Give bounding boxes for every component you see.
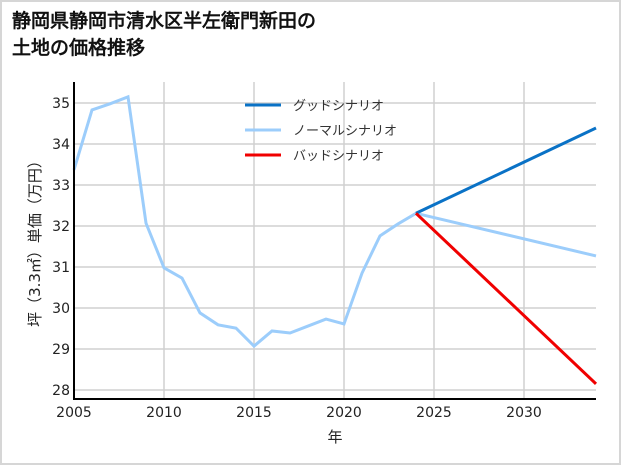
y-tick-label: 28: [52, 383, 70, 399]
axes: [73, 82, 596, 400]
series-lines: [72, 94, 598, 385]
series-line: [415, 126, 597, 215]
y-tick-label: 30: [52, 301, 70, 317]
x-axis-label: 年: [327, 428, 342, 446]
tick-labels: 28 29 30 31 32 33 34 35 2005 2010 2015 2020 2025 2030: [52, 96, 542, 421]
y-tick-label: 31: [52, 260, 70, 276]
series-line: [414, 212, 598, 385]
y-tick-label: 33: [52, 178, 70, 194]
y-tick-label: 29: [52, 342, 70, 358]
x-tick-label: 2005: [56, 405, 92, 421]
series-line: [72, 94, 597, 349]
chart-title-line2: 土地の価格推移: [12, 37, 146, 59]
chart-title-line1: 静岡県静岡市清水区半左衛門新田の: [12, 10, 317, 32]
legend-label: ノーマルシナリオ: [293, 124, 397, 139]
x-tick-label: 2020: [326, 405, 362, 421]
y-tick-label: 35: [52, 96, 70, 112]
legend-label: グッドシナリオ: [293, 99, 384, 114]
y-axis-label: 坪（3.3㎡）単価（万円）: [26, 153, 44, 327]
y-tick-label: 34: [52, 137, 70, 153]
x-tick-label: 2030: [506, 405, 542, 421]
y-tick-label: 32: [52, 219, 70, 235]
legend-label: バッドシナリオ: [293, 149, 384, 164]
x-tick-label: 2025: [416, 405, 452, 421]
chart-title: 静岡県静岡市清水区半左衛門新田の 土地の価格推移: [12, 8, 316, 62]
x-tick-label: 2015: [236, 405, 272, 421]
x-tick-label: 2010: [146, 405, 182, 421]
